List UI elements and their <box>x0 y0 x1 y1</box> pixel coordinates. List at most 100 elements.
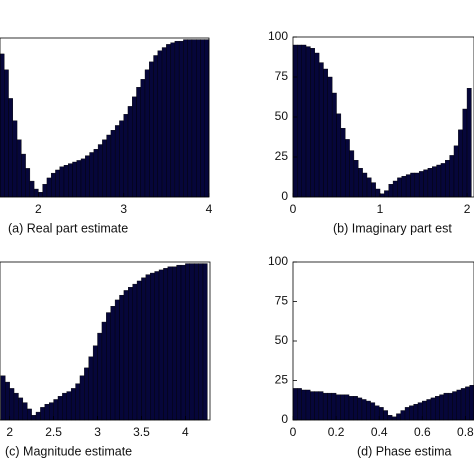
bar <box>361 399 367 421</box>
y-tick-label: 0 <box>281 189 288 203</box>
bar <box>430 397 436 421</box>
y-tick-label: 100 <box>268 254 288 268</box>
bar <box>327 392 332 421</box>
bar <box>336 113 342 198</box>
bar <box>154 271 160 421</box>
bar <box>42 184 48 198</box>
bar <box>35 411 41 421</box>
bar <box>68 163 73 198</box>
caption: (a) Real part estimate <box>8 221 128 235</box>
bar <box>46 177 52 198</box>
bar <box>366 400 371 421</box>
bar <box>132 96 137 198</box>
y-tick-label: 50 <box>275 333 289 347</box>
bar <box>97 144 103 198</box>
x-tick-label: 0.4 <box>371 425 388 439</box>
bar <box>180 264 186 421</box>
bar <box>136 280 142 421</box>
x-tick-label: 1 <box>377 202 384 216</box>
bar <box>435 396 440 421</box>
bar <box>110 306 116 421</box>
bar <box>18 397 24 421</box>
bar <box>465 386 470 421</box>
bar <box>157 50 163 198</box>
bar <box>185 263 190 421</box>
bar <box>33 188 39 198</box>
bar <box>297 388 302 421</box>
bar <box>150 272 155 421</box>
bar <box>349 150 355 198</box>
bar <box>66 391 72 421</box>
bar <box>409 405 414 421</box>
bar <box>432 166 437 198</box>
bar <box>158 269 164 421</box>
bar <box>200 39 205 198</box>
bar <box>85 155 90 198</box>
bar <box>466 87 472 198</box>
bar <box>161 47 167 198</box>
bar <box>318 391 324 421</box>
bar <box>404 407 410 421</box>
y-tick-label: 25 <box>275 149 289 163</box>
x-tick-label: 0.2 <box>328 425 345 439</box>
bar <box>460 388 466 421</box>
bar <box>422 400 427 421</box>
bar <box>57 396 63 421</box>
axes-frame <box>0 261 211 421</box>
bar <box>310 48 315 198</box>
x-tick-label: 2.5 <box>45 425 62 439</box>
bar <box>443 392 449 421</box>
x-tick-label: 2 <box>35 202 42 216</box>
bar <box>76 160 82 198</box>
bar <box>345 139 350 198</box>
axes-frame <box>0 37 210 198</box>
bar <box>183 39 188 198</box>
bar <box>55 169 60 198</box>
bar <box>72 161 77 198</box>
bar <box>178 40 184 198</box>
bar <box>353 159 359 198</box>
bar <box>31 415 37 421</box>
bar <box>140 79 146 198</box>
x-tick-label: 0 <box>290 425 297 439</box>
y-tick-label: 50 <box>275 109 289 123</box>
bar <box>110 130 116 198</box>
bar <box>417 402 423 421</box>
bar <box>127 106 133 198</box>
bar <box>16 139 22 198</box>
bar <box>445 159 450 198</box>
bar <box>396 413 401 421</box>
bar <box>447 392 453 421</box>
y-tick-label: 75 <box>275 69 289 83</box>
bar <box>456 389 462 421</box>
bar <box>449 155 455 198</box>
bar <box>59 166 65 198</box>
bar <box>418 171 424 198</box>
bar <box>400 410 406 421</box>
bar <box>327 76 333 198</box>
y-tick-label: 25 <box>275 373 289 387</box>
bar <box>88 356 94 421</box>
bar <box>414 172 420 198</box>
bar <box>423 169 429 198</box>
bar <box>97 332 103 421</box>
y-tick-label: 0 <box>281 412 288 426</box>
bar <box>119 120 124 198</box>
bar <box>413 404 419 421</box>
bar <box>106 134 112 198</box>
bar <box>436 164 442 198</box>
bar <box>102 139 107 198</box>
bar <box>340 394 345 421</box>
bar <box>383 410 389 421</box>
bar <box>193 263 199 421</box>
bar <box>149 61 154 198</box>
bar <box>27 408 32 421</box>
bar <box>323 68 329 198</box>
bar <box>93 149 99 198</box>
bar <box>426 399 432 421</box>
bar <box>101 321 107 421</box>
bar <box>462 108 468 198</box>
bar <box>40 407 46 421</box>
bar <box>132 283 138 421</box>
bar <box>374 405 380 421</box>
